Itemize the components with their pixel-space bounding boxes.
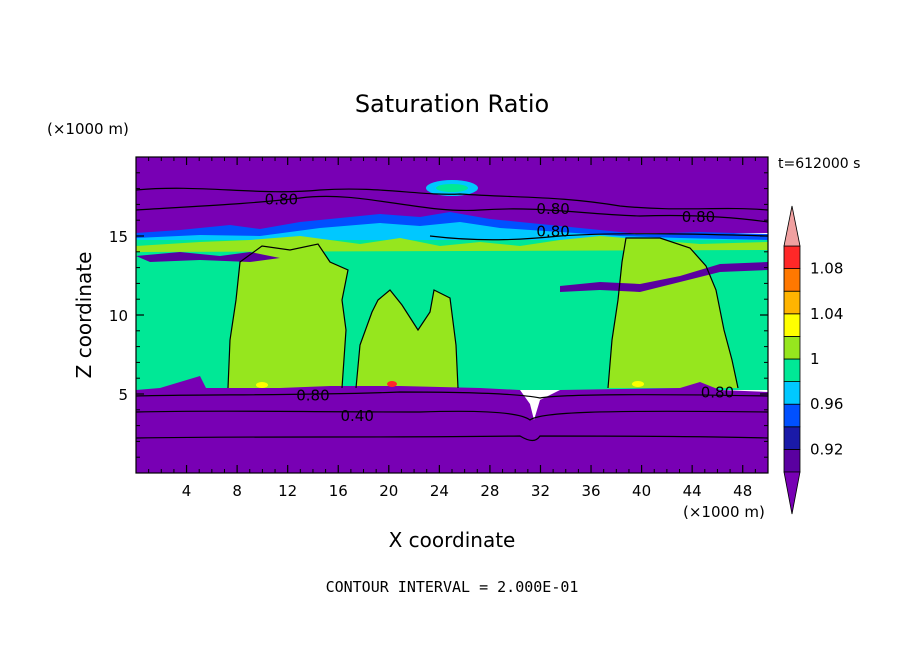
- contour-line: [429, 233, 768, 241]
- region-spot-1: [256, 382, 268, 388]
- colorbar: 0.92 0.96 1 1.04 1.08: [783, 205, 843, 515]
- colorbar-segment: [783, 313, 801, 337]
- x-tick-label: 24: [430, 482, 449, 500]
- colorbar-tick-label: 1: [810, 350, 820, 368]
- contour-line: [136, 410, 768, 421]
- x-tick-label: 20: [379, 482, 398, 500]
- contour-label: 0.80: [536, 200, 569, 218]
- time-label: t=612000 s: [778, 156, 860, 172]
- x-tick-label: 32: [531, 482, 550, 500]
- colorbar-tick-label: 1.04: [810, 305, 843, 323]
- contour-label: 0.80: [265, 191, 298, 209]
- region-column-1: [228, 244, 348, 388]
- colorbar-segment: [783, 358, 801, 383]
- x-tick-label: 48: [733, 482, 752, 500]
- colorbar-segment: [783, 268, 801, 292]
- contour-label: 0.80: [536, 222, 569, 240]
- chart-title: Saturation Ratio: [355, 90, 549, 118]
- region-spot-2: [387, 381, 397, 387]
- colorbar-tick-label: 0.96: [810, 395, 843, 413]
- contour-line: [227, 243, 349, 389]
- colorbar-max-arrow: [783, 205, 801, 247]
- x-unit-label: (×1000 m): [683, 503, 765, 521]
- x-tick-label: 28: [480, 482, 499, 500]
- y-tick-label: 10: [109, 307, 128, 325]
- colorbar-segment: [783, 403, 801, 428]
- x-tick-label: 36: [581, 482, 600, 500]
- contour-line: [607, 237, 739, 389]
- region-spot-3: [632, 381, 644, 387]
- contour-line: [136, 195, 768, 223]
- contour-line: [136, 187, 768, 211]
- x-tick-label: 12: [278, 482, 297, 500]
- colorbar-segment: [783, 381, 801, 405]
- region-column-2: [356, 290, 458, 388]
- region-lower-dry-layer: [136, 376, 768, 473]
- x-tick-label: 16: [329, 482, 348, 500]
- contour-line: [355, 289, 459, 389]
- contour-label: 0.80: [682, 208, 715, 226]
- colorbar-segment: [783, 290, 801, 315]
- contour-label: 0.80: [701, 383, 734, 401]
- y-unit-label: (×1000 m): [47, 120, 129, 138]
- region-upper-green-strip: [136, 236, 768, 252]
- colorbar-segment: [783, 245, 801, 270]
- contour-interval-footer: CONTOUR INTERVAL = 2.000E-01: [326, 578, 579, 596]
- x-tick-label: 44: [683, 482, 702, 500]
- x-tick-label: 8: [232, 482, 242, 500]
- colorbar-tick-label: 0.92: [810, 440, 843, 458]
- colorbar-min-arrow: [783, 471, 801, 515]
- y-tick-label: 15: [109, 228, 128, 246]
- contour-label: 0.80: [296, 387, 329, 405]
- x-tick-label: 40: [632, 482, 651, 500]
- plot-area: 0.800.80 0.800.800.80 0.800.40 4 8 12 16 20 24 2…: [109, 156, 769, 500]
- colorbar-tick-label: 1.08: [810, 260, 843, 278]
- x-tick-label: 4: [182, 482, 192, 500]
- x-axis-label: X coordinate: [389, 528, 516, 552]
- colorbar-segment: [783, 335, 801, 360]
- y-axis-label: Z coordinate: [72, 252, 96, 379]
- contour-line: [136, 435, 768, 442]
- y-tick-label: 5: [118, 386, 128, 404]
- colorbar-segment: [783, 448, 801, 473]
- region-upper-moist-patch-core: [436, 184, 468, 192]
- colorbar-segment: [783, 426, 801, 450]
- contour-line: [136, 391, 768, 399]
- contour-label: 0.40: [340, 407, 373, 425]
- region-mid-dry-band: [136, 252, 768, 292]
